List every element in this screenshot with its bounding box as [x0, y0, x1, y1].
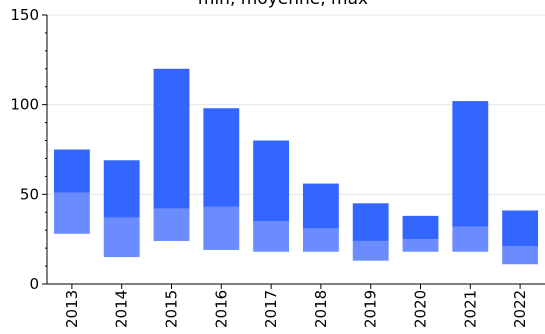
bar-lower-2022: [502, 246, 539, 265]
bar-upper-2018: [302, 183, 339, 229]
x-tick-label: 2016: [212, 290, 230, 328]
bar-upper-2015: [153, 68, 190, 209]
bar-lower-2014: [103, 217, 140, 258]
x-tick-label: 2022: [511, 290, 529, 328]
bar-upper-2016: [203, 108, 240, 207]
x-tick-label: 2018: [312, 290, 330, 328]
bar-upper-2022: [502, 210, 539, 247]
bar-upper-2021: [452, 101, 489, 227]
chart-title: min, moyenne, max: [198, 0, 368, 9]
y-tick-label: 50: [20, 185, 39, 203]
bar-lower-2015: [153, 208, 190, 241]
bar-lower-2016: [203, 206, 240, 250]
x-tick-label: 2015: [163, 290, 181, 328]
y-tick-label: 150: [10, 6, 39, 24]
x-tick-label: 2021: [461, 290, 479, 328]
y-tick-label: 0: [29, 275, 39, 293]
x-tick-label: 2017: [262, 290, 280, 328]
bar-lower-2020: [402, 239, 439, 252]
y-tick-label: 100: [10, 96, 39, 114]
x-tick-label: 2019: [362, 290, 380, 328]
bar-upper-2017: [253, 140, 290, 222]
bars: [53, 68, 539, 265]
bar-lower-2013: [53, 192, 90, 234]
bar-lower-2021: [452, 226, 489, 252]
x-tick-label: 2014: [113, 290, 131, 328]
bar-upper-2013: [53, 149, 90, 193]
x-tick-label: 2020: [412, 290, 430, 328]
bar-lower-2018: [302, 228, 339, 252]
x-tick-label: 2013: [63, 290, 81, 328]
bar-upper-2019: [352, 203, 389, 241]
bar-lower-2017: [253, 221, 290, 252]
bar-upper-2020: [402, 215, 439, 240]
y-axis-ticks: 0 50 100 150: [10, 6, 47, 293]
bar-lower-2019: [352, 240, 389, 261]
x-axis-ticks: 2013 2014 2015 2016 2017 2018 2019 2020 2021 2022: [63, 284, 529, 328]
bar-upper-2014: [103, 160, 140, 218]
